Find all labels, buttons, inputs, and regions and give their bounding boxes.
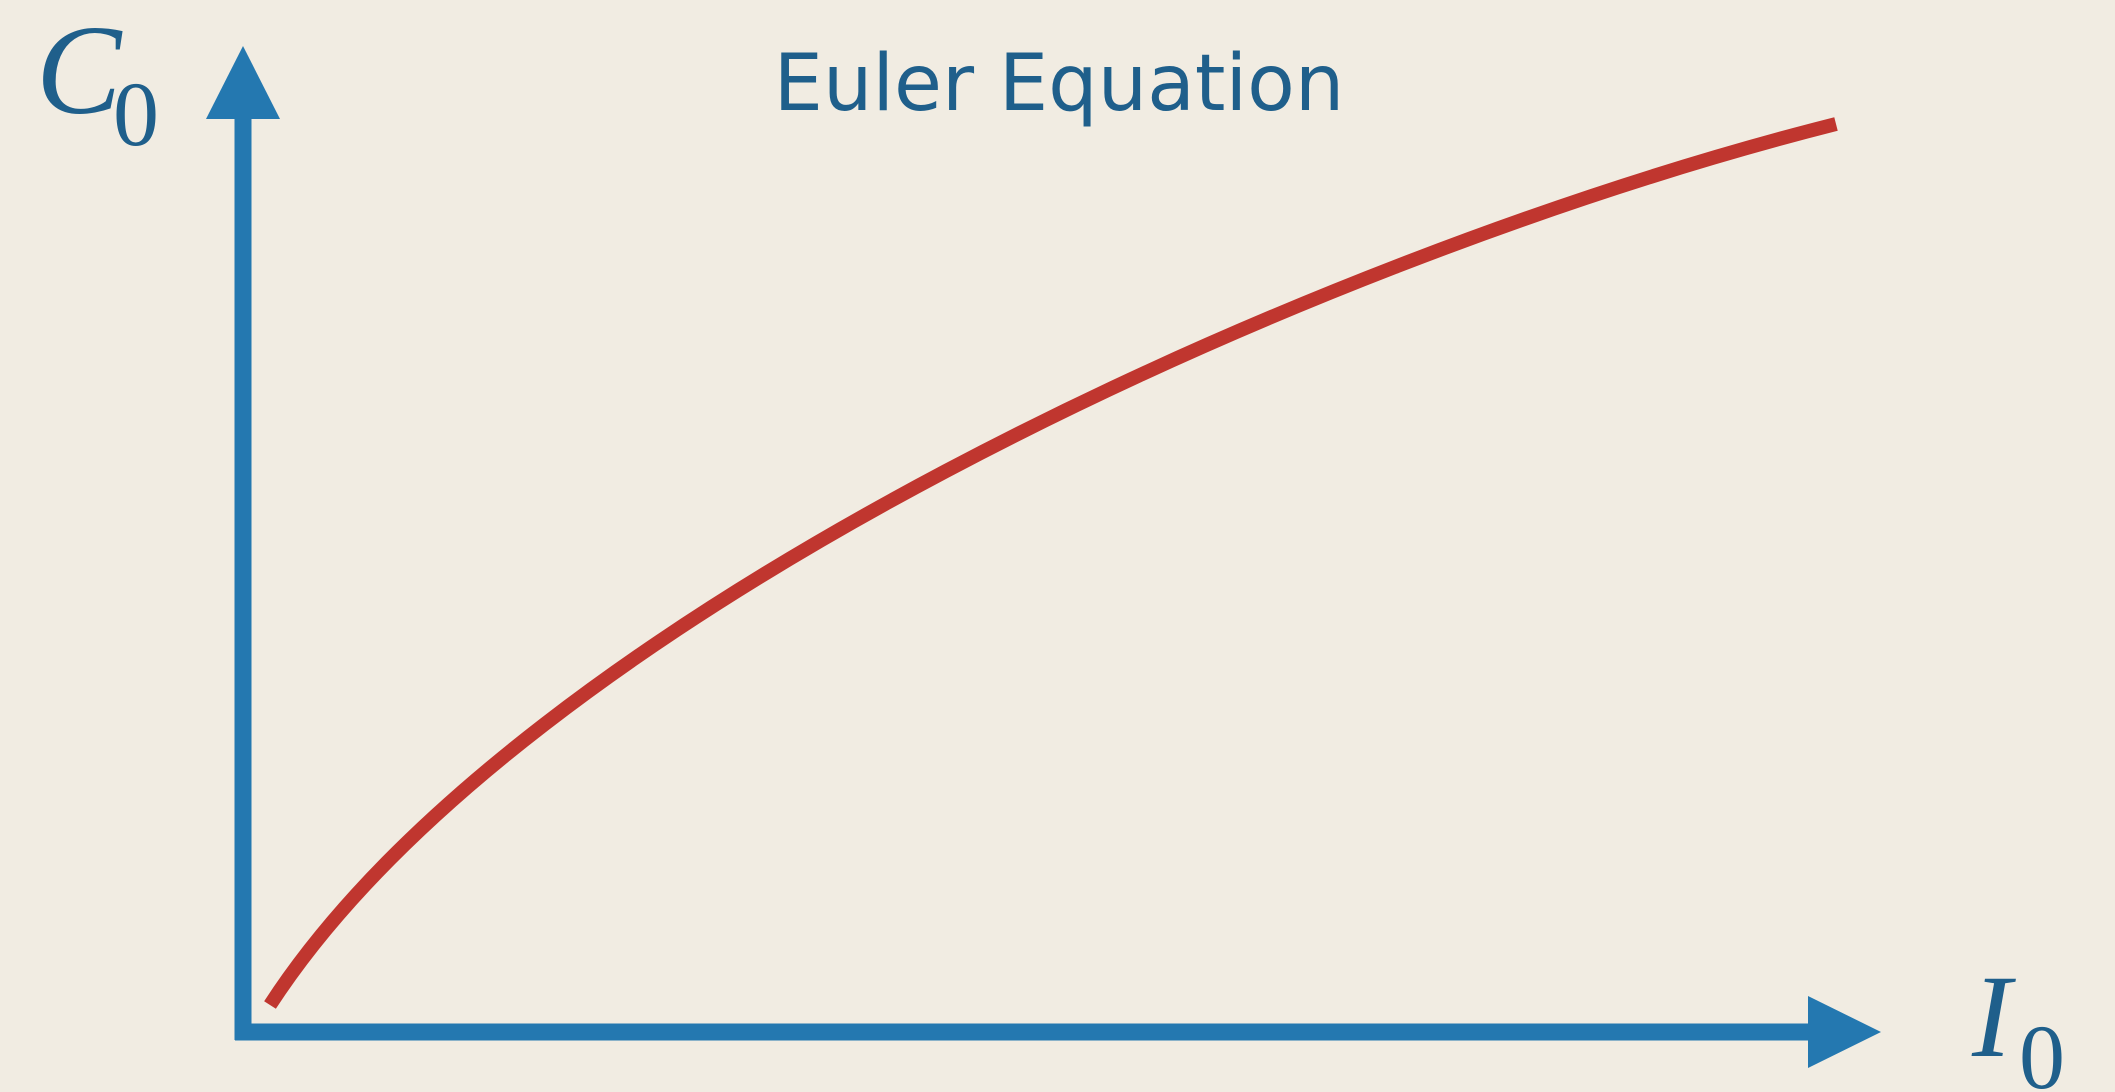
y-axis-label-subscript: 0	[113, 63, 159, 165]
x-axis-label: I	[1971, 951, 2016, 1082]
y-axis-label: C	[36, 0, 123, 141]
title: Euler Equation	[774, 39, 1345, 129]
x-axis-arrow	[1808, 996, 1881, 1068]
x-axis-label-subscript: 0	[2019, 1006, 2065, 1092]
euler-curve	[264, 117, 1838, 1009]
y-axis-arrow	[206, 46, 280, 119]
